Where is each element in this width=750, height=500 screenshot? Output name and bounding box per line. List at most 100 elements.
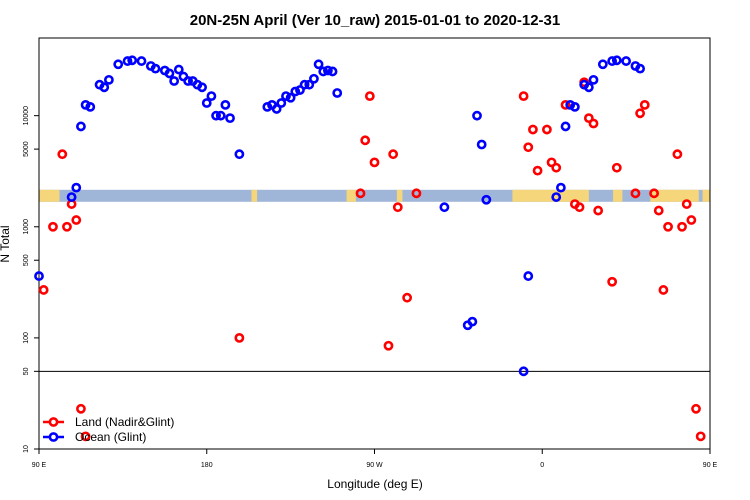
land-segment bbox=[396, 189, 403, 202]
ocean-point bbox=[583, 82, 594, 93]
land-point bbox=[532, 165, 543, 176]
ocean-point bbox=[472, 110, 482, 121]
land-segment bbox=[702, 189, 710, 202]
land-point bbox=[402, 292, 413, 303]
x-tick-label: 90 E bbox=[32, 462, 47, 469]
land-point bbox=[672, 149, 683, 160]
ocean-point bbox=[80, 99, 91, 110]
ocean-point bbox=[621, 56, 632, 66]
land-point bbox=[611, 162, 622, 173]
land-point bbox=[518, 91, 529, 101]
ocean-point bbox=[611, 55, 622, 66]
ocean-point bbox=[99, 82, 110, 93]
ocean-point bbox=[150, 63, 161, 74]
land-ocean-band bbox=[39, 189, 710, 202]
x-axis: 90 E 180 90 W 0 90 E bbox=[32, 449, 718, 469]
ocean-point bbox=[607, 56, 618, 66]
ocean-point bbox=[295, 85, 305, 95]
ocean-point bbox=[262, 101, 273, 112]
x-tick-label: 180 bbox=[201, 462, 213, 469]
land-point bbox=[686, 215, 697, 225]
ocean-point bbox=[439, 202, 450, 213]
ocean-point bbox=[569, 101, 580, 112]
y-axis-label: N Total bbox=[0, 225, 12, 262]
land-point bbox=[80, 431, 91, 442]
land-point bbox=[574, 202, 585, 213]
land-point bbox=[691, 403, 701, 414]
ocean-point bbox=[220, 99, 231, 110]
land-point bbox=[593, 205, 604, 216]
land-point bbox=[523, 142, 534, 153]
ocean-point bbox=[523, 271, 534, 281]
ocean-point bbox=[169, 76, 180, 86]
land-point bbox=[677, 221, 687, 232]
ocean-point bbox=[299, 79, 310, 90]
ocean-point bbox=[281, 91, 291, 101]
land-segment bbox=[613, 189, 623, 202]
land-point bbox=[560, 99, 571, 110]
land-point bbox=[551, 162, 562, 173]
land-point bbox=[360, 135, 371, 146]
ocean-point bbox=[34, 271, 44, 281]
ocean-point bbox=[332, 88, 343, 98]
y-tick-label: 100 bbox=[23, 332, 30, 344]
ocean-point bbox=[560, 121, 571, 132]
land-segment bbox=[346, 189, 356, 202]
ocean-point bbox=[122, 56, 133, 66]
data-points bbox=[34, 55, 706, 442]
x-tick-label: 90 E bbox=[703, 462, 718, 469]
ocean-point bbox=[304, 79, 315, 90]
ocean-point bbox=[113, 59, 124, 70]
land-point bbox=[607, 276, 618, 287]
chart-title: 20N-25N April (Ver 10_raw) 2015-01-01 to… bbox=[190, 12, 560, 29]
land-segment bbox=[251, 189, 258, 202]
y-tick-label: 10000 bbox=[23, 106, 30, 126]
ocean-point bbox=[313, 59, 324, 70]
land-point bbox=[681, 199, 692, 209]
land-point bbox=[411, 188, 422, 199]
y-axis: 10 50 100 500 1000 5000 10000 bbox=[23, 106, 39, 453]
ocean-point bbox=[323, 65, 333, 76]
ocean-point bbox=[588, 74, 599, 85]
x-tick-label: 90 W bbox=[366, 462, 383, 469]
land-point bbox=[658, 285, 669, 295]
legend-marker bbox=[48, 432, 59, 442]
land-point bbox=[588, 118, 599, 129]
ocean-point bbox=[76, 121, 86, 132]
land-point bbox=[364, 91, 375, 101]
ocean-point bbox=[103, 74, 114, 85]
ocean-point bbox=[476, 139, 487, 150]
land-point bbox=[635, 108, 646, 119]
land-point bbox=[528, 124, 538, 135]
ocean-point bbox=[173, 64, 184, 75]
land-segment bbox=[512, 189, 589, 202]
y-tick-label: 500 bbox=[23, 254, 30, 266]
land-point bbox=[234, 332, 245, 343]
legend-label: Ocean (Glint) bbox=[75, 430, 146, 444]
ocean-point bbox=[85, 101, 96, 112]
ocean-point bbox=[467, 316, 478, 327]
land-point bbox=[38, 285, 49, 295]
land-point bbox=[76, 403, 86, 414]
ocean-point bbox=[234, 149, 245, 160]
ocean-point bbox=[318, 66, 329, 77]
land-point bbox=[62, 221, 72, 232]
land-point bbox=[392, 202, 403, 213]
ocean-point bbox=[136, 56, 147, 66]
land-point bbox=[546, 157, 557, 168]
land-point bbox=[639, 99, 650, 110]
land-point bbox=[583, 113, 594, 124]
ocean-point bbox=[551, 192, 562, 202]
y-tick-label: 1000 bbox=[23, 219, 30, 235]
ocean-point bbox=[276, 98, 287, 108]
ocean-point bbox=[201, 98, 212, 108]
ocean-point bbox=[127, 55, 138, 66]
ocean-point bbox=[309, 73, 319, 84]
ocean-point bbox=[164, 68, 175, 79]
land-point bbox=[663, 221, 673, 232]
ocean-point bbox=[518, 366, 529, 377]
ocean-point bbox=[271, 104, 282, 114]
y-tick-label: 5000 bbox=[23, 141, 30, 157]
ocean-point bbox=[565, 99, 576, 110]
